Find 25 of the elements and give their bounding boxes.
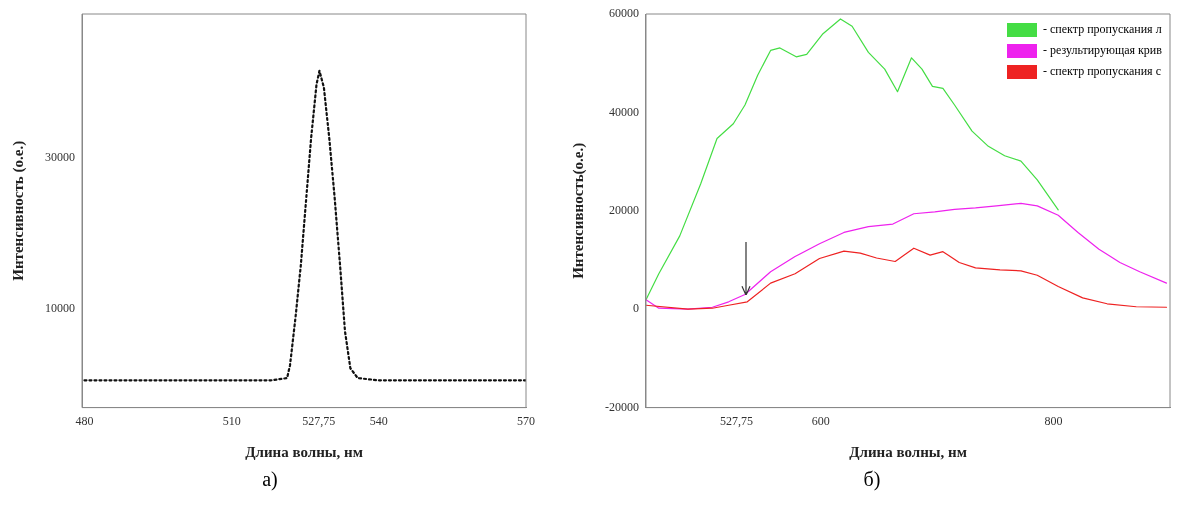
text: б) (862, 468, 882, 491)
x-axis-title: Длина волны, нм (849, 443, 967, 460)
x-tick-label: 800 (1044, 413, 1063, 428)
y-axis-title: Интенсивность(о.е.) (569, 142, 587, 279)
y-axis-title: Интенсивность (о.е.) (9, 140, 27, 281)
x-tick-label: 510 (222, 413, 241, 428)
x-axis-title: Длина волны, нм (245, 443, 363, 460)
x-tick-label: 480 (75, 413, 94, 428)
x-tick-label: 527,75 (302, 413, 336, 428)
legend-label: - результирующая крив (1043, 43, 1162, 58)
y-tick-label: 0 (633, 301, 639, 316)
legend-label: - спектр пропускания с (1043, 64, 1161, 79)
text: а) (261, 468, 279, 491)
x-tick-label: 527,75 (720, 413, 754, 428)
y-tick-label: 30000 (45, 149, 75, 164)
x-tick-label: 570 (517, 413, 535, 428)
line-series (83, 69, 526, 382)
y-tick-label: 10000 (45, 301, 75, 316)
y-tick-label: 60000 (609, 6, 639, 21)
y-tick-label: -20000 (605, 399, 639, 414)
x-tick-label: 540 (369, 413, 388, 428)
y-tick-label: 40000 (609, 104, 639, 119)
x-tick-label: 600 (811, 413, 830, 428)
legend-label: - спектр пропускания л (1043, 22, 1162, 37)
y-tick-label: 20000 (609, 202, 639, 217)
